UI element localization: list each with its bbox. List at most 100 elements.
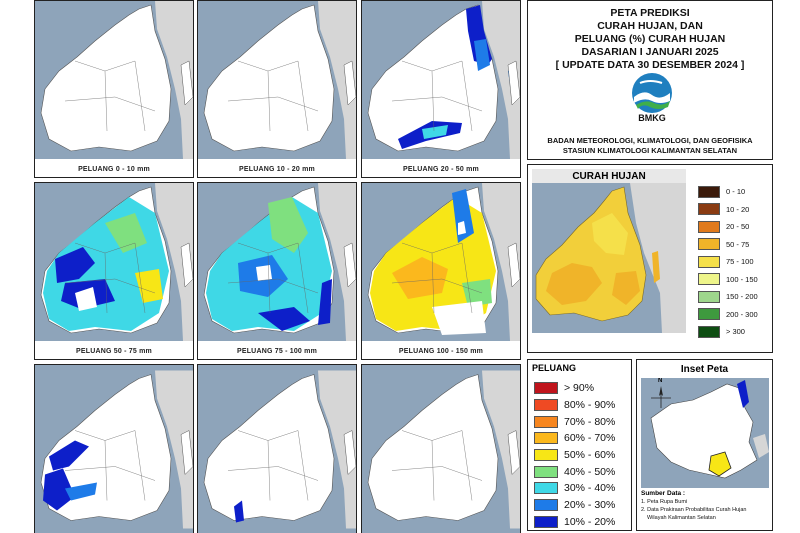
legend-label: 70% - 80% [564, 415, 616, 428]
title-line-4: DASARIAN I JANUARI 2025 [581, 46, 719, 58]
district-borders [227, 242, 319, 314]
legend-swatch [534, 499, 558, 512]
source-item-2b: Wilayah Kalimantan Selatan [647, 515, 716, 521]
neighbor-land [155, 1, 193, 159]
legend-swatch [698, 273, 720, 286]
bmkg-logo: BMKG [626, 71, 678, 127]
legend-label: > 90% [564, 382, 595, 395]
probability-zone [256, 265, 272, 281]
island-laut [180, 60, 193, 106]
peluang-panel: PELUANG > 90% 80% - 90% 70% - 80% 60% - 70%… [527, 359, 632, 533]
legend-swatch [698, 220, 720, 233]
district-borders [391, 60, 483, 132]
district-borders [64, 242, 156, 314]
agency-name: BADAN METEOROLOGI, KLIMATOLOGI, DAN GEOF… [528, 136, 772, 156]
title-panel: PETA PREDIKSI CURAH HUJAN, DAN PELUANG (… [527, 0, 773, 160]
inset-highlight-north [737, 380, 749, 408]
legend-item: > 300 [698, 323, 758, 341]
peluang-map [35, 1, 193, 159]
probability-zone [43, 468, 75, 511]
legend-label: 60% - 70% [564, 432, 616, 445]
island-laut [652, 251, 660, 283]
probability-zone [49, 440, 89, 471]
island-laut [343, 60, 356, 106]
peluang-map [362, 1, 520, 159]
probability-zone [65, 482, 97, 501]
legend-item: 100 - 150 [698, 271, 758, 289]
district-borders [391, 242, 483, 314]
legend-swatch [698, 185, 720, 198]
peluang-map [198, 1, 356, 159]
legend-label: 20 - 50 [726, 222, 750, 232]
island-laut [507, 430, 520, 476]
agency-line-2: STASIUN KLIMATOLOGI KALIMANTAN SELATAN [562, 146, 738, 155]
legend-item: 75 - 100 [698, 253, 758, 271]
map-caption: PELUANG 0 - 10 mm [78, 166, 150, 173]
legend-swatch [534, 432, 558, 445]
province-shape [203, 4, 335, 152]
neighbor-land [318, 183, 356, 341]
island-laut [343, 430, 356, 476]
peluang-map-panel: PELUANG 20 - 50 mm [361, 0, 521, 178]
province-shape [203, 374, 335, 521]
legend-swatch [698, 308, 720, 321]
neighbor-land [155, 183, 193, 341]
probability-zone [55, 247, 95, 283]
island-laut [507, 242, 520, 288]
inset-panel: Inset Peta N Sumber Data : 1. Peta Rupa … [636, 359, 773, 531]
map-caption: PELUANG 75 - 100 mm [236, 348, 318, 355]
agency-line-1: BADAN METEOROLOGI, KLIMATOLOGI, DAN GEOF… [547, 136, 753, 145]
curah-hujan-panel: CURAH HUJAN 0 - 10 10 - 20 20 - 50 50 - 75 7… [527, 164, 773, 353]
peluang-map [198, 183, 356, 341]
title-line-2: CURAH HUJAN, DAN [597, 20, 703, 32]
neighbor-land [482, 183, 520, 341]
legend-swatch [698, 203, 720, 216]
legend-item: 30% - 40% [534, 480, 615, 497]
probability-zone [258, 307, 310, 331]
legend-swatch [698, 290, 720, 303]
peluang-map [362, 365, 520, 533]
legend-label: 50 - 75 [726, 239, 750, 249]
probability-zone [422, 125, 448, 139]
probability-zone [462, 279, 492, 307]
kalsel-highlight [708, 451, 732, 477]
island-laut [180, 242, 193, 288]
legend-label: 10% - 20% [564, 515, 616, 528]
probability-zone [135, 269, 163, 303]
legend-label: 75 - 100 [726, 257, 754, 267]
curah-hujan-map [532, 183, 686, 333]
probability-zone [268, 197, 308, 253]
legend-item: 200 - 300 [698, 306, 758, 324]
source-title: Sumber Data : [641, 490, 686, 497]
legend-label: 80% - 90% [564, 399, 616, 412]
legend-label: > 300 [726, 327, 745, 337]
probability-zone [105, 213, 147, 253]
legend-label: 100 - 150 [726, 274, 758, 284]
peluang-map [35, 183, 193, 341]
peluang-title: PELUANG [532, 363, 577, 373]
legend-swatch [534, 449, 558, 462]
legend-label: 40% - 50% [564, 465, 616, 478]
legend-item: 150 - 200 [698, 288, 758, 306]
legend-swatch [534, 465, 558, 478]
legend-label: 30% - 40% [564, 482, 616, 495]
probability-zone [75, 287, 97, 311]
legend-swatch [534, 382, 558, 395]
sulawesi-edge [753, 434, 769, 458]
peluang-legend: > 90% 80% - 90% 70% - 80% 60% - 70% 50% - 60… [534, 380, 615, 533]
map-caption: PELUANG 20 - 50 mm [403, 166, 479, 173]
legend-swatch [698, 238, 720, 251]
legend-item: 20 - 50 [698, 218, 758, 236]
peluang-map [362, 183, 520, 341]
source-item-2: 2. Data Prakiraan Probabilitas Curah Huj… [641, 507, 747, 513]
province-shape [40, 4, 172, 152]
legend-swatch [534, 515, 558, 528]
legend-swatch [534, 399, 558, 412]
curah-hujan-legend: 0 - 10 10 - 20 20 - 50 50 - 75 75 - 100 100 -… [698, 183, 758, 341]
probability-zone [392, 257, 448, 299]
legend-swatch [698, 325, 720, 338]
title-line-3: PELUANG (%) CURAH HUJAN [574, 33, 726, 45]
district-borders [64, 60, 156, 132]
rain-zone-75-100 [592, 213, 628, 255]
probability-zone [452, 189, 474, 243]
